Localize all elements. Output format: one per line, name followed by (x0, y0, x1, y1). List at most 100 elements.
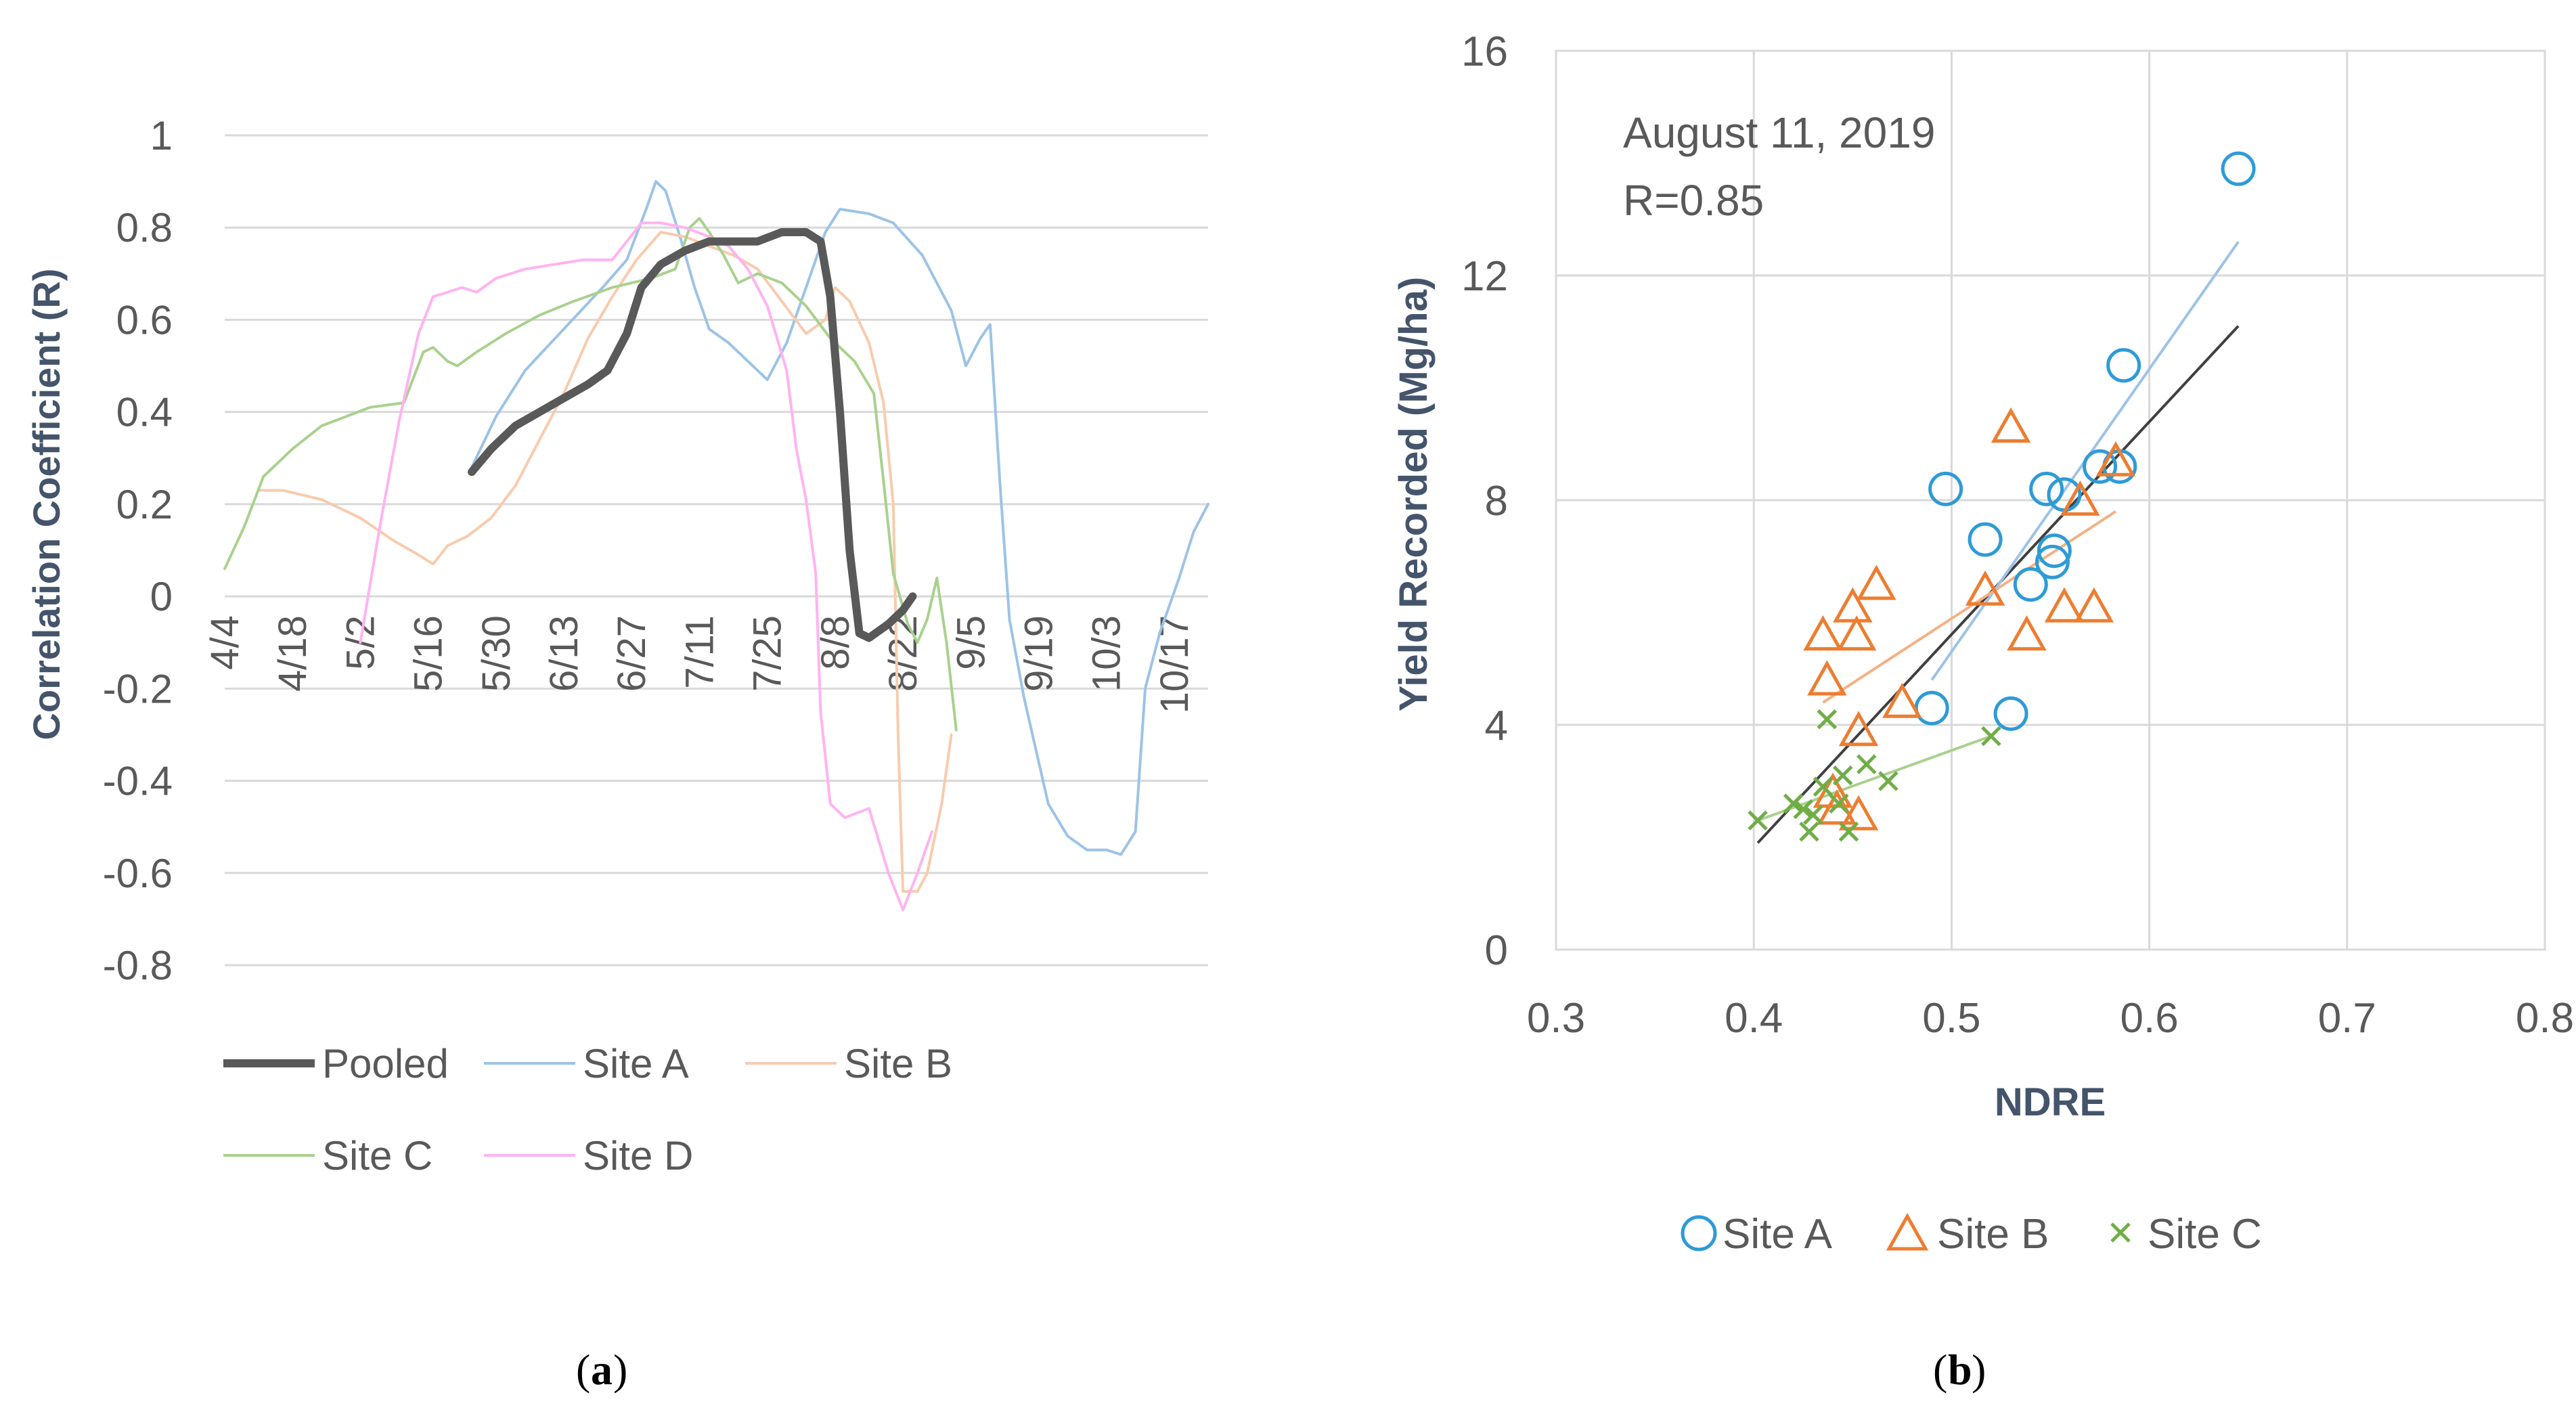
legend-label-scatter-site-a: Site A (1723, 1211, 1833, 1258)
point-site-a-3 (1993, 696, 2028, 731)
point-site-c-6 (1817, 709, 1838, 730)
panel-a-caption: ( a ) (576, 1346, 627, 1394)
point-site-b-9 (1882, 682, 1922, 718)
point-site-a-9 (2083, 449, 2118, 484)
panel-b-x-tick-0-5: 0.5 (1922, 995, 1980, 1042)
legend-label-site-d: Site D (583, 1133, 693, 1178)
point-site-a-0 (1914, 690, 1949, 726)
panel-a-y-tick-0-6: 0.6 (116, 297, 173, 342)
point-site-b-7 (1838, 795, 1879, 830)
panel-b-caption: ( b ) (1933, 1346, 1986, 1394)
point-site-a-12 (2221, 151, 2256, 186)
panel-b-x-tick-0-8: 0.8 (2516, 995, 2574, 1042)
panel-a-x-tick-labels: 4/4 4/18 5/2 5/16 5/30 6/13 6/27 7/11 7/25 8/8 8/2… (203, 615, 1197, 713)
trendline-site-c-fit (1757, 734, 1992, 822)
panel-a-x-tick-9-5: 9/5 (949, 615, 993, 670)
point-site-b-8 (1857, 564, 1896, 600)
point-site-b-13 (2044, 587, 2085, 623)
point-site-c-9 (1838, 821, 1859, 842)
point-site-c-0 (1748, 810, 1768, 830)
panel-a-caption-open-paren: ( (576, 1346, 590, 1394)
panel-a-chart: 1 0.8 0.6 0.4 0.2 0 -0.2 -0.4 -0.6 -0.8 4/4 4/18 5/… (25, 113, 1209, 1394)
panel-b-x-tick-0-3: 0.3 (1527, 995, 1585, 1042)
panel-a-x-tick-6-27: 6/27 (610, 615, 654, 692)
panel-a-y-tick-0: 0 (150, 574, 173, 619)
point-site-c-5 (1813, 776, 1834, 797)
panel-b-caption-close-paren: ) (1972, 1346, 1986, 1394)
legend-label-site-c: Site C (322, 1133, 432, 1178)
legend-label-scatter-site-b: Site B (1937, 1211, 2049, 1258)
panel-b-y-tick-8: 8 (1485, 478, 1508, 525)
panel-b-trendlines (1756, 241, 2240, 844)
point-site-b-15 (2074, 587, 2114, 623)
point-site-b-10 (1965, 570, 2005, 606)
point-site-a-4 (2013, 567, 2048, 602)
panel-a-y-tick-0-2: 0.2 (116, 482, 173, 527)
point-site-b-6 (1838, 711, 1879, 747)
panel-a-legend: Pooled Site A Site B Site C Site D (223, 1041, 952, 1178)
panel-b-x-tick-0-6: 0.6 (2120, 995, 2178, 1042)
panel-b-y-tick-labels: 0 4 8 12 16 (1461, 28, 1508, 974)
panel-a-y-tick-0-8: -0.8 (103, 943, 173, 988)
legend-label-scatter-site-c: Site C (2148, 1211, 2262, 1258)
panel-b-y-axis-title: Yield Recorded (Mg/ha) (1392, 277, 1436, 711)
panel-a-x-tick-10-3: 10/3 (1085, 615, 1129, 692)
panel-a-caption-close-paren: ) (613, 1346, 627, 1394)
panel-b-x-axis-title: NDRE (1995, 1080, 2106, 1124)
point-site-b-2 (1813, 772, 1853, 808)
legend-label-site-b: Site B (844, 1041, 952, 1086)
legend-label-pooled: Pooled (322, 1041, 449, 1086)
panel-a-caption-letter: a (591, 1346, 613, 1394)
panel-b-y-tick-12: 12 (1461, 253, 1508, 300)
legend-marker-site-b (1886, 1212, 1929, 1251)
panel-a-x-tick-8-8: 8/8 (814, 615, 858, 670)
panel-b-r-annotation: R=0.85 (1623, 176, 1764, 225)
point-site-a-7 (2037, 533, 2072, 569)
legend-label-site-a: Site A (583, 1041, 689, 1086)
point-site-b-0 (1803, 615, 1843, 651)
point-site-a-2 (1968, 522, 2003, 557)
point-site-a-5 (2029, 471, 2064, 506)
point-site-c-4 (1803, 805, 1823, 825)
point-site-a-1 (1928, 471, 1963, 506)
panel-a-series-lines (223, 180, 1209, 912)
panel-b-x-tick-labels: 0.3 0.4 0.5 0.6 0.7 0.8 (1527, 995, 2574, 1042)
panel-a-y-tick-0-4: -0.4 (103, 759, 173, 804)
panel-a-x-tick-7-25: 7/25 (746, 615, 790, 692)
panel-b-x-tick-0-7: 0.7 (2318, 995, 2376, 1042)
panel-b-y-tick-4: 4 (1485, 703, 1508, 749)
point-site-b-11 (1991, 407, 2031, 443)
panel-b-chart: 0 4 8 12 16 0.3 0.4 0.5 0.6 0.7 0.8 August 11, 20… (1392, 28, 2574, 1394)
panel-b-legend: Site A Site B Site C (1681, 1211, 2262, 1258)
point-site-b-16 (2095, 441, 2136, 477)
point-site-a-11 (2106, 348, 2141, 383)
panel-b-y-tick-16: 16 (1461, 28, 1508, 75)
panel-a-x-tick-5-30: 5/30 (474, 615, 518, 692)
panel-b-data-points (1748, 151, 2256, 842)
panel-a-x-tick-5-16: 5/16 (407, 615, 451, 692)
panel-a-y-axis-title: Correlation Coefficient (R) (25, 269, 68, 740)
point-site-c-10 (1856, 754, 1877, 774)
panel-b-caption-open-paren: ( (1933, 1346, 1947, 1394)
panel-a-y-tick-0-6: -0.6 (103, 851, 173, 896)
panel-a-y-tick-0-8: 0.8 (116, 205, 173, 250)
point-site-c-1 (1783, 793, 1804, 814)
panel-a-x-tick-10-17: 10/17 (1153, 615, 1197, 713)
point-site-b-1 (1807, 660, 1847, 696)
legend-marker-site-c (2110, 1222, 2131, 1243)
series-line-site-a (470, 180, 1209, 856)
panel-b-caption-letter: b (1948, 1346, 1972, 1394)
point-site-b-4 (1833, 587, 1873, 623)
point-site-b-12 (2007, 615, 2047, 651)
panel-a-y-tick-1: 1 (150, 113, 173, 158)
panel-a-x-tick-9-19: 9/19 (1017, 615, 1061, 692)
panel-a-y-tick-0-2: -0.2 (103, 666, 173, 711)
point-site-b-14 (2060, 480, 2100, 516)
series-line-pooled (468, 228, 917, 642)
panel-b-y-tick-0: 0 (1485, 927, 1508, 974)
panel-a-x-tick-4-4: 4/4 (203, 615, 247, 670)
panel-a-x-tick-4-18: 4/18 (271, 615, 315, 692)
panel-a-y-tick-0-4: 0.4 (116, 390, 173, 435)
point-site-b-5 (1836, 615, 1877, 651)
